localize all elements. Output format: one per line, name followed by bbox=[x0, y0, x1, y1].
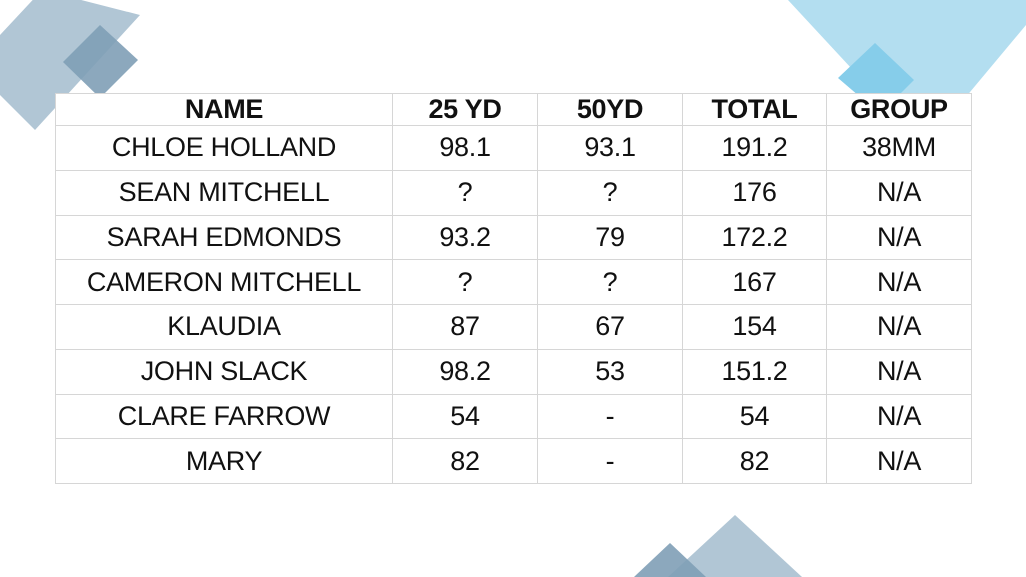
table-row: CLARE FARROW 54 - 54 N/A bbox=[55, 393, 972, 440]
header-group: GROUP bbox=[826, 93, 972, 126]
table-row: JOHN SLACK 98.2 53 151.2 N/A bbox=[55, 348, 972, 395]
cell-25yd: 54 bbox=[392, 393, 538, 440]
cell-group: N/A bbox=[826, 393, 972, 440]
cell-50yd: 79 bbox=[537, 214, 683, 261]
cell-25yd: 98.2 bbox=[392, 348, 538, 395]
cell-group: N/A bbox=[826, 438, 972, 484]
cell-25yd: 82 bbox=[392, 438, 538, 484]
cell-total: 172.2 bbox=[682, 214, 827, 261]
cell-total: 191.2 bbox=[682, 125, 827, 171]
cell-name: KLAUDIA bbox=[55, 304, 393, 350]
cell-total: 167 bbox=[682, 259, 827, 305]
cell-50yd: 93.1 bbox=[537, 125, 683, 171]
cell-50yd: 53 bbox=[537, 348, 683, 395]
cell-25yd: 98.1 bbox=[392, 125, 538, 171]
cell-25yd: 93.2 bbox=[392, 214, 538, 261]
cell-name: CHLOE HOLLAND bbox=[55, 125, 393, 171]
cell-50yd: ? bbox=[537, 259, 683, 305]
top-left-small-square bbox=[63, 25, 138, 98]
cell-50yd: - bbox=[537, 393, 683, 440]
cell-group: N/A bbox=[826, 304, 972, 350]
cell-50yd: 67 bbox=[537, 304, 683, 350]
table-row: SARAH EDMONDS 93.2 79 172.2 N/A bbox=[55, 214, 972, 261]
cell-total: 176 bbox=[682, 169, 827, 216]
cell-name: JOHN SLACK bbox=[55, 348, 393, 395]
cell-total: 54 bbox=[682, 393, 827, 440]
cell-25yd: 87 bbox=[392, 304, 538, 350]
cell-total: 82 bbox=[682, 438, 827, 484]
cell-name: CAMERON MITCHELL bbox=[55, 259, 393, 305]
table-row: CAMERON MITCHELL ? ? 167 N/A bbox=[55, 259, 972, 305]
cell-50yd: - bbox=[537, 438, 683, 484]
cell-name: SEAN MITCHELL bbox=[55, 169, 393, 216]
scores-table: NAME 25 YD 50YD TOTAL GROUP CHLOE HOLLAN… bbox=[55, 93, 972, 484]
bottom-large-square bbox=[668, 515, 802, 577]
cell-name: MARY bbox=[55, 438, 393, 484]
table-row: MARY 82 - 82 N/A bbox=[55, 438, 972, 484]
scores-table-container: NAME 25 YD 50YD TOTAL GROUP CHLOE HOLLAN… bbox=[55, 93, 972, 484]
cell-group: N/A bbox=[826, 348, 972, 395]
cell-50yd: ? bbox=[537, 169, 683, 216]
cell-total: 154 bbox=[682, 304, 827, 350]
cell-25yd: ? bbox=[392, 169, 538, 216]
cell-group: N/A bbox=[826, 169, 972, 216]
bottom-decoration bbox=[630, 505, 810, 577]
header-total: TOTAL bbox=[682, 93, 827, 126]
header-50yd: 50YD bbox=[537, 93, 683, 126]
cell-group: N/A bbox=[826, 259, 972, 305]
table-row: SEAN MITCHELL ? ? 176 N/A bbox=[55, 169, 972, 216]
cell-name: CLARE FARROW bbox=[55, 393, 393, 440]
cell-name: SARAH EDMONDS bbox=[55, 214, 393, 261]
bottom-small-square bbox=[634, 543, 706, 577]
table-row: CHLOE HOLLAND 98.1 93.1 191.2 38MM bbox=[55, 125, 972, 171]
header-name: NAME bbox=[55, 93, 393, 126]
cell-total: 151.2 bbox=[682, 348, 827, 395]
cell-group: N/A bbox=[826, 214, 972, 261]
cell-group: 38MM bbox=[826, 125, 972, 171]
header-row: NAME 25 YD 50YD TOTAL GROUP bbox=[55, 93, 972, 126]
header-25yd: 25 YD bbox=[392, 93, 538, 126]
cell-25yd: ? bbox=[392, 259, 538, 305]
table-row: KLAUDIA 87 67 154 N/A bbox=[55, 304, 972, 350]
